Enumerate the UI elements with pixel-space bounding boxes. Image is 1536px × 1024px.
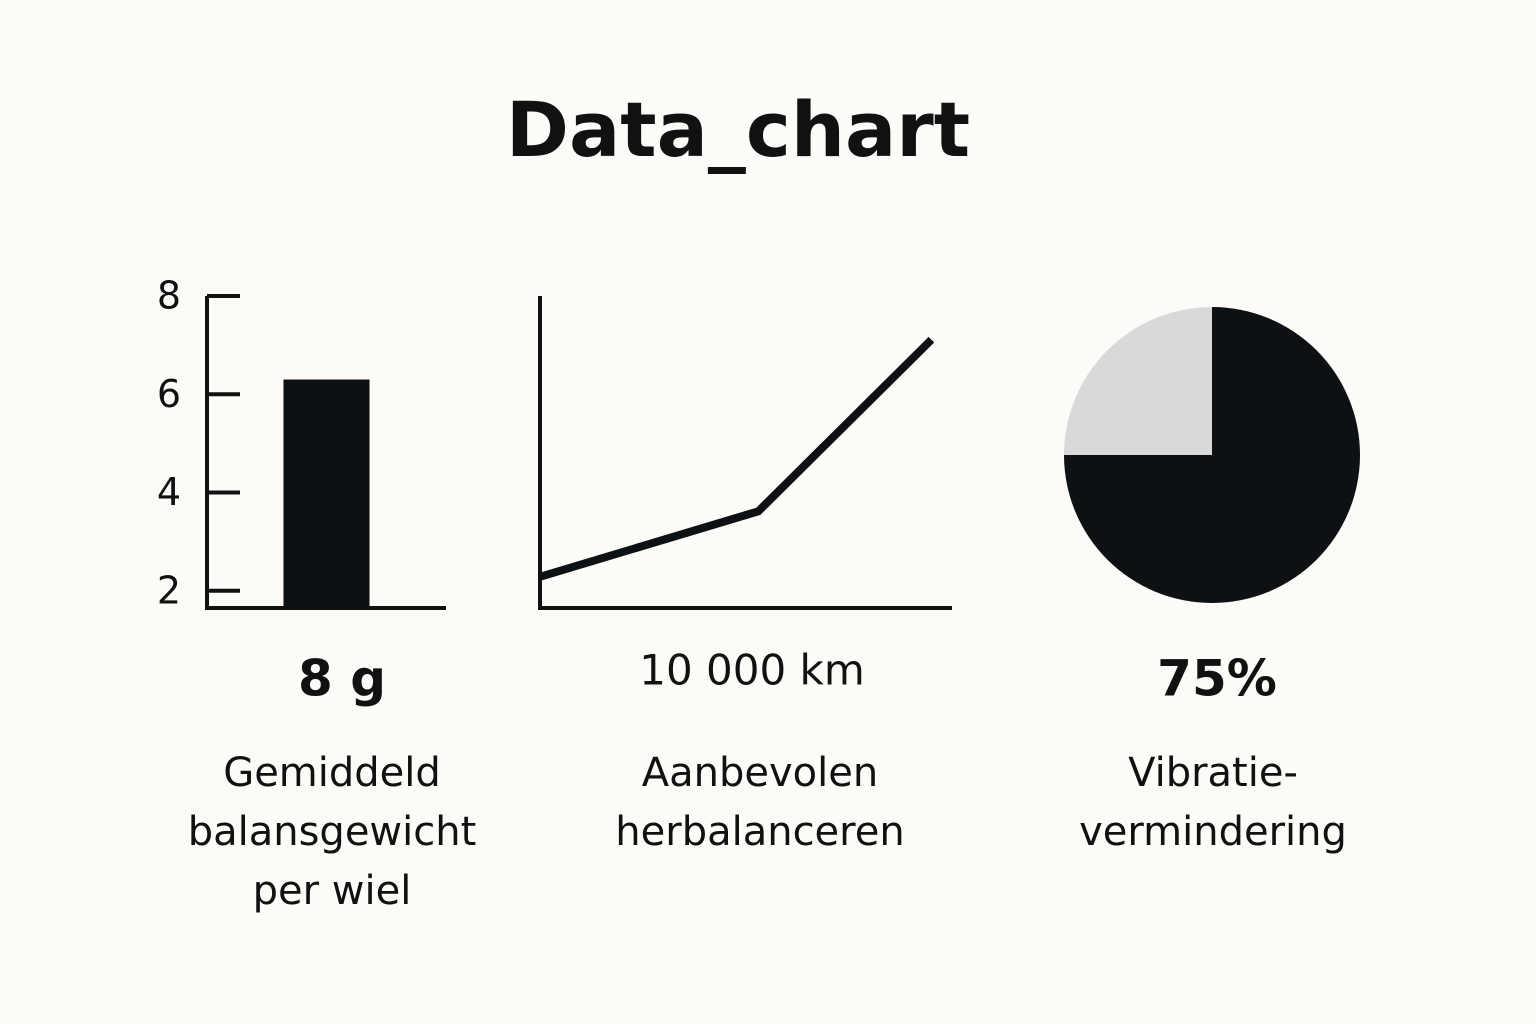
caption-line: per wiel	[253, 868, 412, 914]
y-tick-label: 2	[157, 568, 181, 612]
caption-line: Aanbevolen	[642, 750, 878, 796]
line-series	[538, 336, 935, 581]
caption-line: Vibratie-	[1128, 750, 1298, 796]
caption-line: balansgewicht	[188, 809, 477, 855]
y-tick-label: 6	[157, 372, 181, 416]
stat-label: 8 g	[298, 650, 386, 708]
caption-line: Gemiddeld	[223, 750, 441, 796]
y-tick-label: 4	[157, 470, 181, 514]
value-label: 75%	[1157, 650, 1277, 708]
stat-label: 10 000 km	[639, 646, 865, 695]
pie-slice	[1064, 307, 1212, 455]
bar	[283, 379, 370, 608]
caption-line: herbalanceren	[615, 809, 904, 855]
caption-line: vermindering	[1079, 809, 1347, 855]
y-tick-label: 8	[157, 274, 181, 318]
page-title: Data_chart	[506, 85, 970, 174]
